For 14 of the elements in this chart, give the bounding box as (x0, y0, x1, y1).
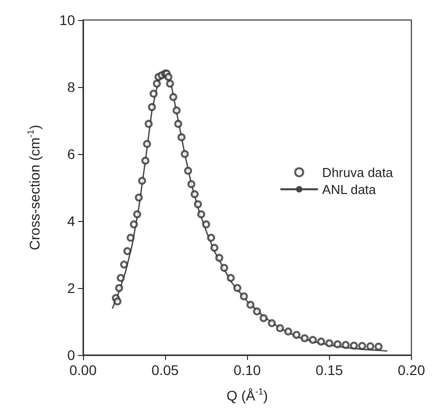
x-tick-label: 0.20 (398, 362, 426, 378)
y-tick-label: 6 (67, 146, 76, 162)
x-tick-label: 0.15 (316, 362, 344, 378)
y-tick-label: 8 (67, 79, 76, 95)
x-tick-label: 0.10 (234, 362, 262, 378)
y-axis-title: Cross-section (cm-1) (26, 124, 42, 250)
y-tick-label: 2 (67, 280, 76, 296)
x-tick-label: 0.05 (151, 362, 179, 378)
legend-label: ANL data (322, 182, 377, 197)
y-tick-label: 10 (59, 12, 76, 28)
y-tick-label: 4 (67, 213, 76, 229)
legend-label: Dhruva data (322, 164, 394, 180)
x-tick-label: 0.00 (69, 362, 97, 378)
y-tick-label: 0 (67, 347, 76, 363)
